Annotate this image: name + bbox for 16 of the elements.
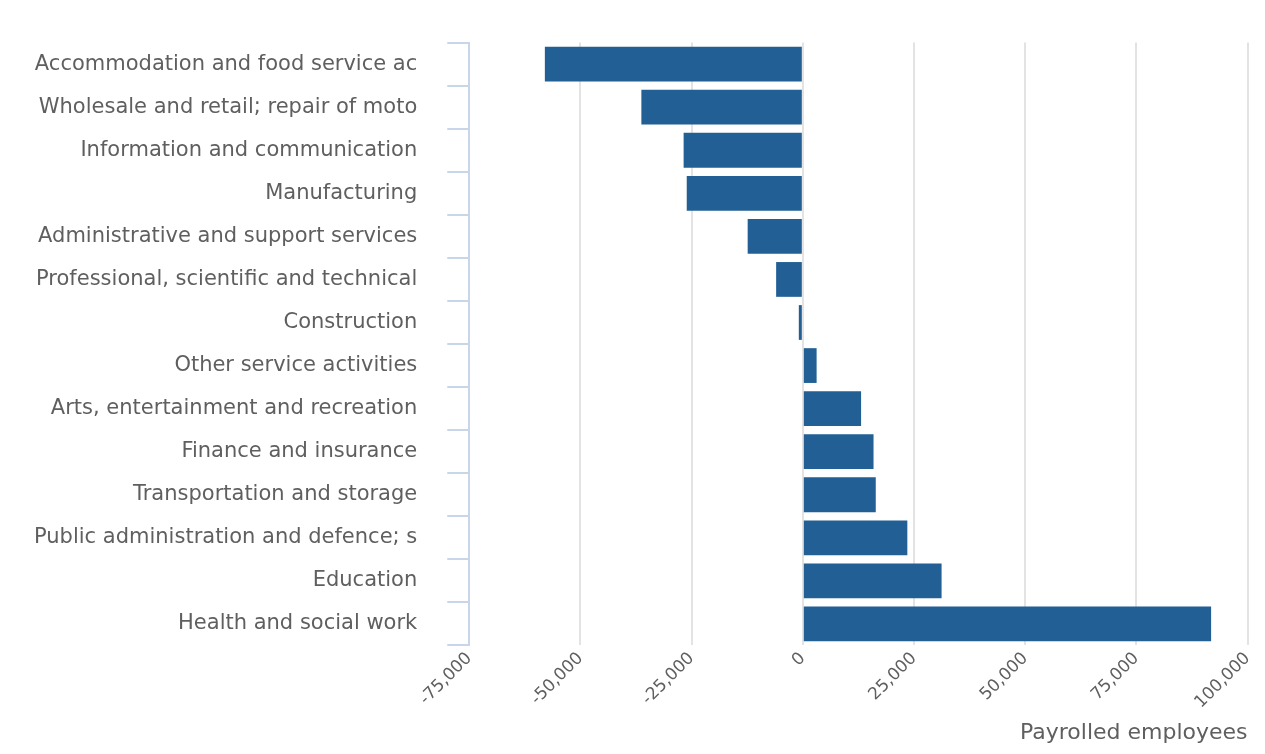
y-tick-label: Manufacturing (265, 179, 418, 204)
y-tick-label: Administrative and support services (38, 222, 418, 247)
y-tick-label: Wholesale and retail; repair of moto (38, 93, 418, 118)
y-tick-label: Arts, entertainment and recreation (50, 395, 418, 420)
y-tick-label: Public administration and defence; s (34, 524, 418, 549)
y-tick-label: Accommodation and food service ac (34, 50, 418, 75)
y-tick-label: Finance and insurance (181, 438, 418, 463)
x-tick-label: 0 (786, 647, 809, 670)
y-tick-label: Education (312, 567, 418, 592)
y-tick-label: Health and social work (178, 610, 419, 635)
x-axis-title: Payrolled employees (1020, 718, 1248, 744)
y-tick-label: Construction (283, 308, 418, 333)
y-tick-label: Information and communication (80, 136, 418, 161)
y-tick-label: Transportation and storage (131, 481, 418, 506)
y-tick-label: Professional, scientific and technical (36, 265, 418, 290)
y-tick-label: Other service activities (174, 352, 418, 377)
